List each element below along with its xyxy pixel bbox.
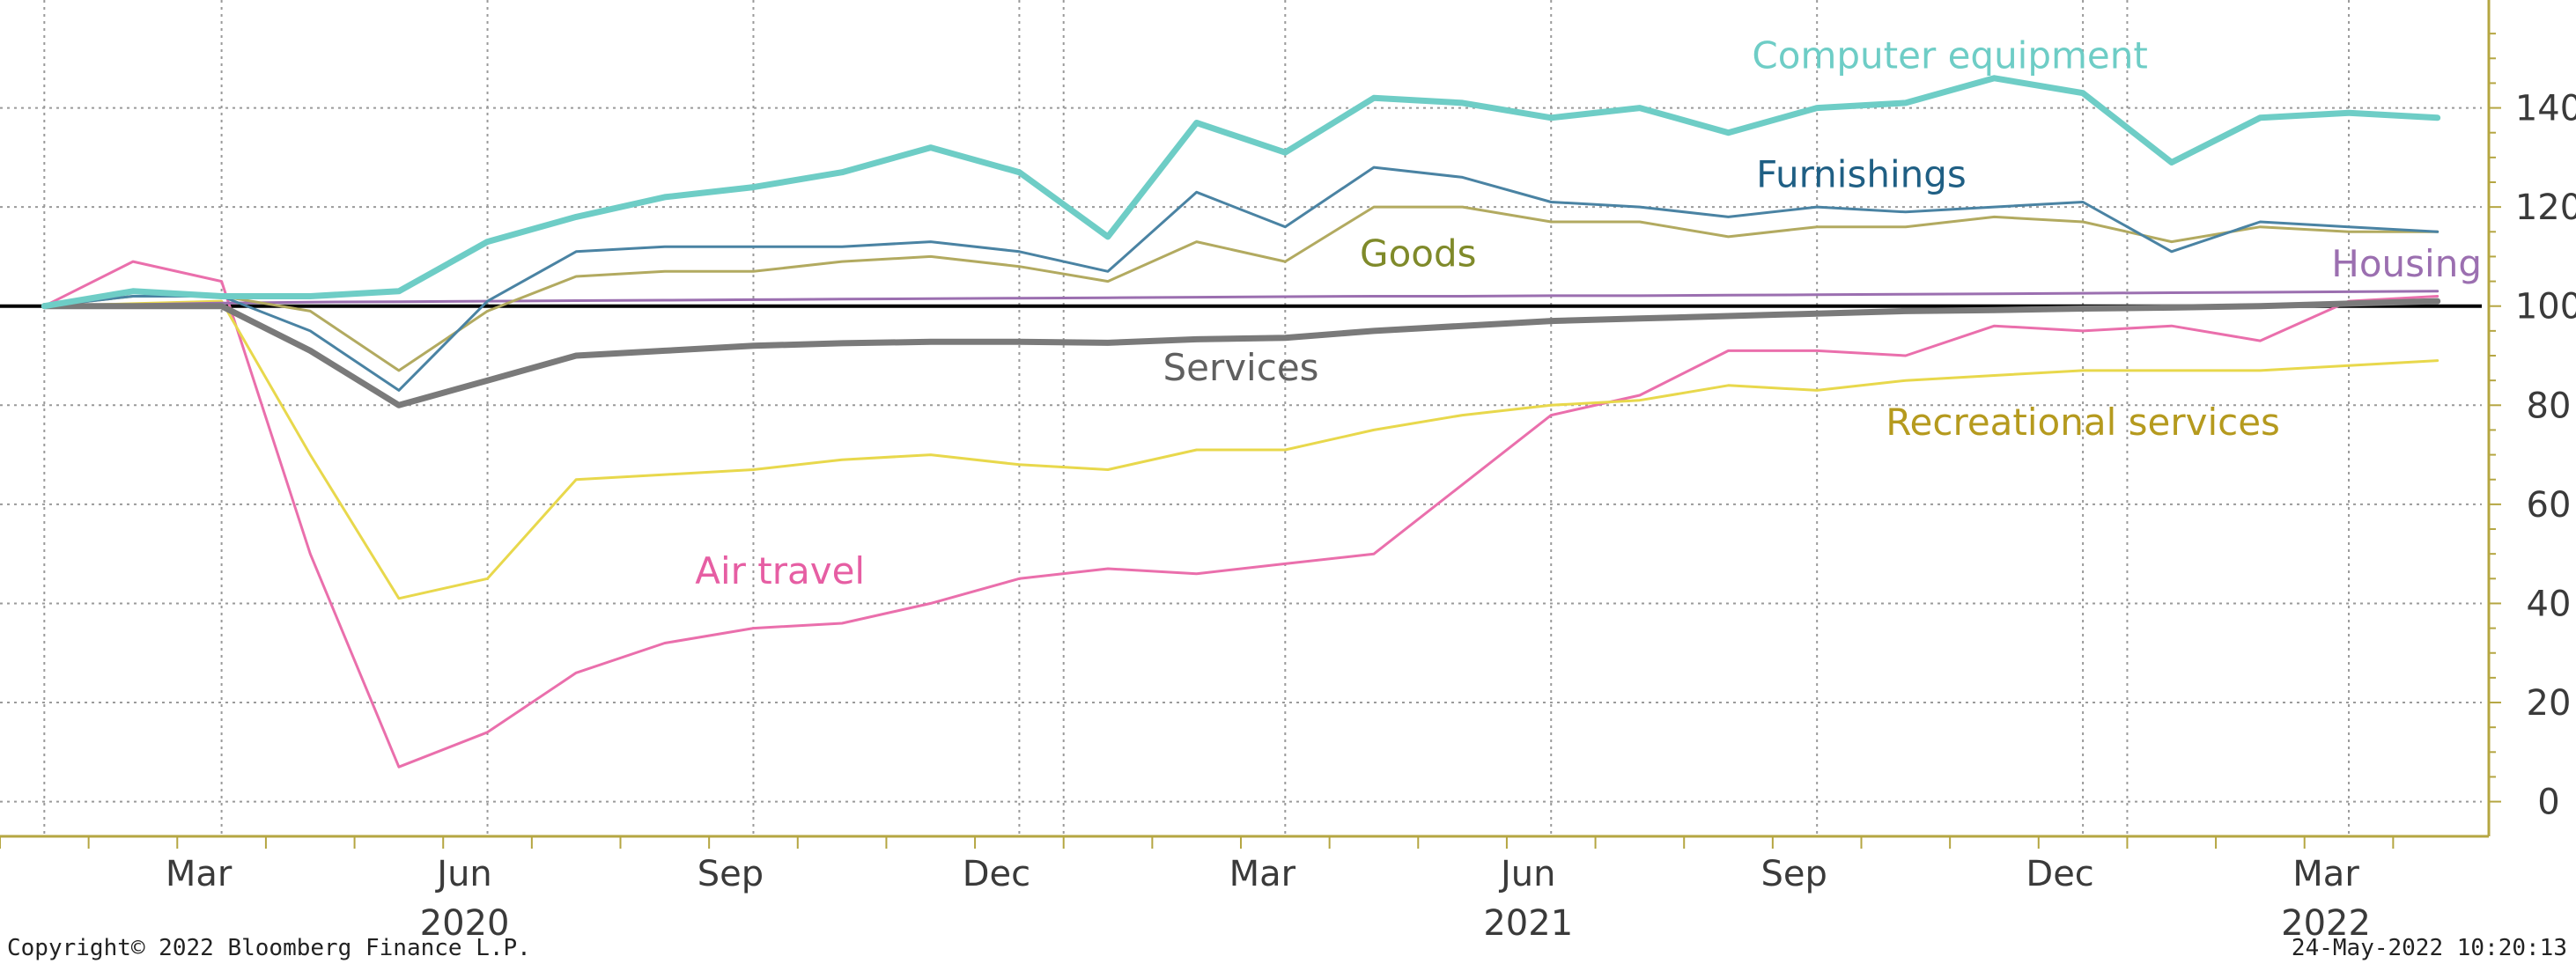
timestamp-text: 24-May-2022 10:20:13 [2291, 935, 2567, 961]
y-tick-label: 140 [2515, 89, 2576, 129]
series-label-recreational-services: Recreational services [1886, 401, 2280, 444]
x-tick-label: Jun [434, 854, 492, 894]
series-label-air-travel: Air travel [695, 549, 865, 592]
x-axis: Mar Jun Sep Dec Mar Jun Sep Dec Mar 2020 2021 2022 [0, 835, 2489, 944]
y-tick-label: 40 [2527, 584, 2572, 624]
series-label-housing: Housing [2331, 242, 2482, 285]
series-line-furnishings [42, 166, 2439, 392]
y-tick-label: 120 [2515, 188, 2576, 228]
series-lines [41, 75, 2441, 769]
series-line-air-travel [42, 260, 2439, 769]
y-tick-label: 20 [2527, 683, 2572, 724]
series-line-housing [42, 290, 2439, 308]
x-year-label: 2022 [2281, 903, 2371, 944]
x-tick-label: Jun [1498, 854, 1556, 894]
y-tick-label: 100 [2515, 287, 2576, 327]
series-line-services [41, 298, 2441, 408]
series-annotations: Computer equipment Furnishings Goods Housin… [695, 34, 2482, 592]
y-tick-label: 80 [2527, 386, 2572, 426]
series-line-computer-equipment [41, 75, 2441, 310]
y-axis: 0 20 40 60 80 100 120 140 [2487, 0, 2576, 836]
series-label-goods: Goods [1360, 232, 1476, 276]
x-year-label: 2021 [1483, 903, 1573, 944]
x-tick-label: Mar [2292, 854, 2359, 894]
copyright-text: Copyright© 2022 Bloomberg Finance L.P. [7, 935, 531, 961]
x-tick-label: Mar [166, 854, 233, 894]
y-tick-label: 60 [2527, 485, 2572, 526]
series-line-recreational-services [42, 299, 2439, 600]
x-tick-label: Mar [1229, 854, 1296, 894]
x-year-label: 2020 [420, 903, 510, 944]
x-tick-label: Dec [963, 854, 1030, 894]
series-label-furnishings: Furnishings [1756, 153, 1967, 196]
series-label-services: Services [1163, 346, 1318, 389]
series-label-computer-equipment: Computer equipment [1752, 34, 2147, 77]
x-tick-label: Dec [2026, 854, 2093, 894]
series-line-goods [42, 205, 2439, 372]
x-tick-label: Sep [698, 854, 764, 894]
y-tick-label: 0 [2537, 783, 2559, 823]
x-tick-label: Sep [1760, 854, 1827, 894]
